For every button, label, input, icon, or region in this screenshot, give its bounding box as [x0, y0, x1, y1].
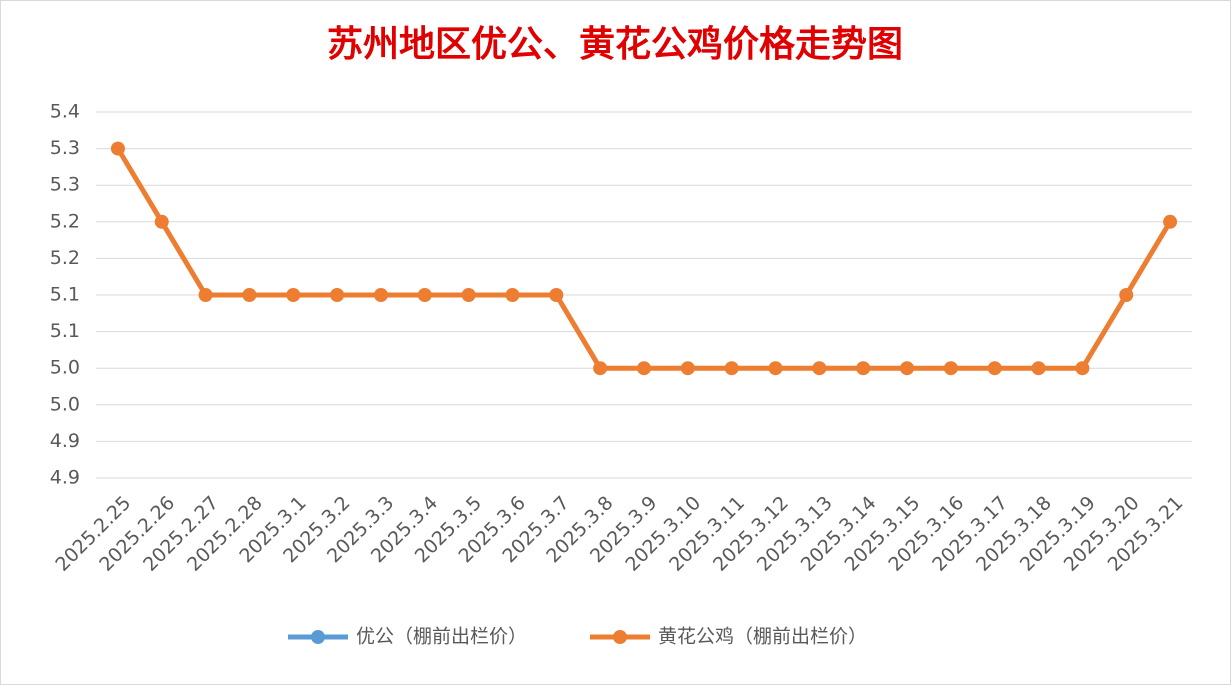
- point: [768, 361, 783, 376]
- y-tick-label: 5.2: [50, 247, 80, 269]
- legend-marker: [613, 630, 627, 644]
- y-tick-label: 5.4: [50, 101, 80, 123]
- point: [373, 288, 388, 302]
- legend-label: 黄花公鸡（棚前出栏价）: [658, 626, 867, 648]
- y-tick-label: 5.1: [50, 320, 80, 342]
- point: [461, 288, 476, 302]
- point: [198, 288, 213, 302]
- point: [812, 361, 827, 376]
- point: [110, 141, 125, 156]
- point: [505, 288, 520, 302]
- y-tick-label: 5.0: [50, 357, 80, 379]
- legend-marker: [311, 630, 325, 644]
- point: [856, 361, 871, 376]
- point: [1075, 361, 1090, 376]
- y-tick-label: 5.2: [50, 210, 80, 232]
- y-tick-label: 4.9: [50, 467, 80, 489]
- point: [417, 288, 432, 302]
- point: [286, 288, 301, 302]
- point: [943, 361, 958, 376]
- legend-label: 优公（棚前出栏价）: [356, 626, 527, 648]
- point: [987, 361, 1002, 376]
- y-tick-label: 5.0: [50, 393, 80, 415]
- point: [1119, 288, 1134, 302]
- point: [1163, 214, 1178, 229]
- point: [1031, 361, 1046, 376]
- y-tick-label: 5.1: [50, 284, 80, 306]
- point: [593, 361, 608, 376]
- point: [242, 288, 257, 302]
- y-tick-label: 5.3: [50, 137, 80, 159]
- y-tick-label: 5.3: [50, 174, 80, 196]
- y-tick-label: 4.9: [50, 430, 80, 452]
- point: [637, 361, 651, 376]
- point: [549, 288, 564, 302]
- point: [900, 361, 915, 376]
- point: [154, 214, 169, 229]
- point: [680, 361, 695, 376]
- point: [330, 288, 345, 302]
- point: [724, 361, 739, 376]
- chart-title: 苏州地区优公、黄花公鸡价格走势图: [327, 23, 903, 65]
